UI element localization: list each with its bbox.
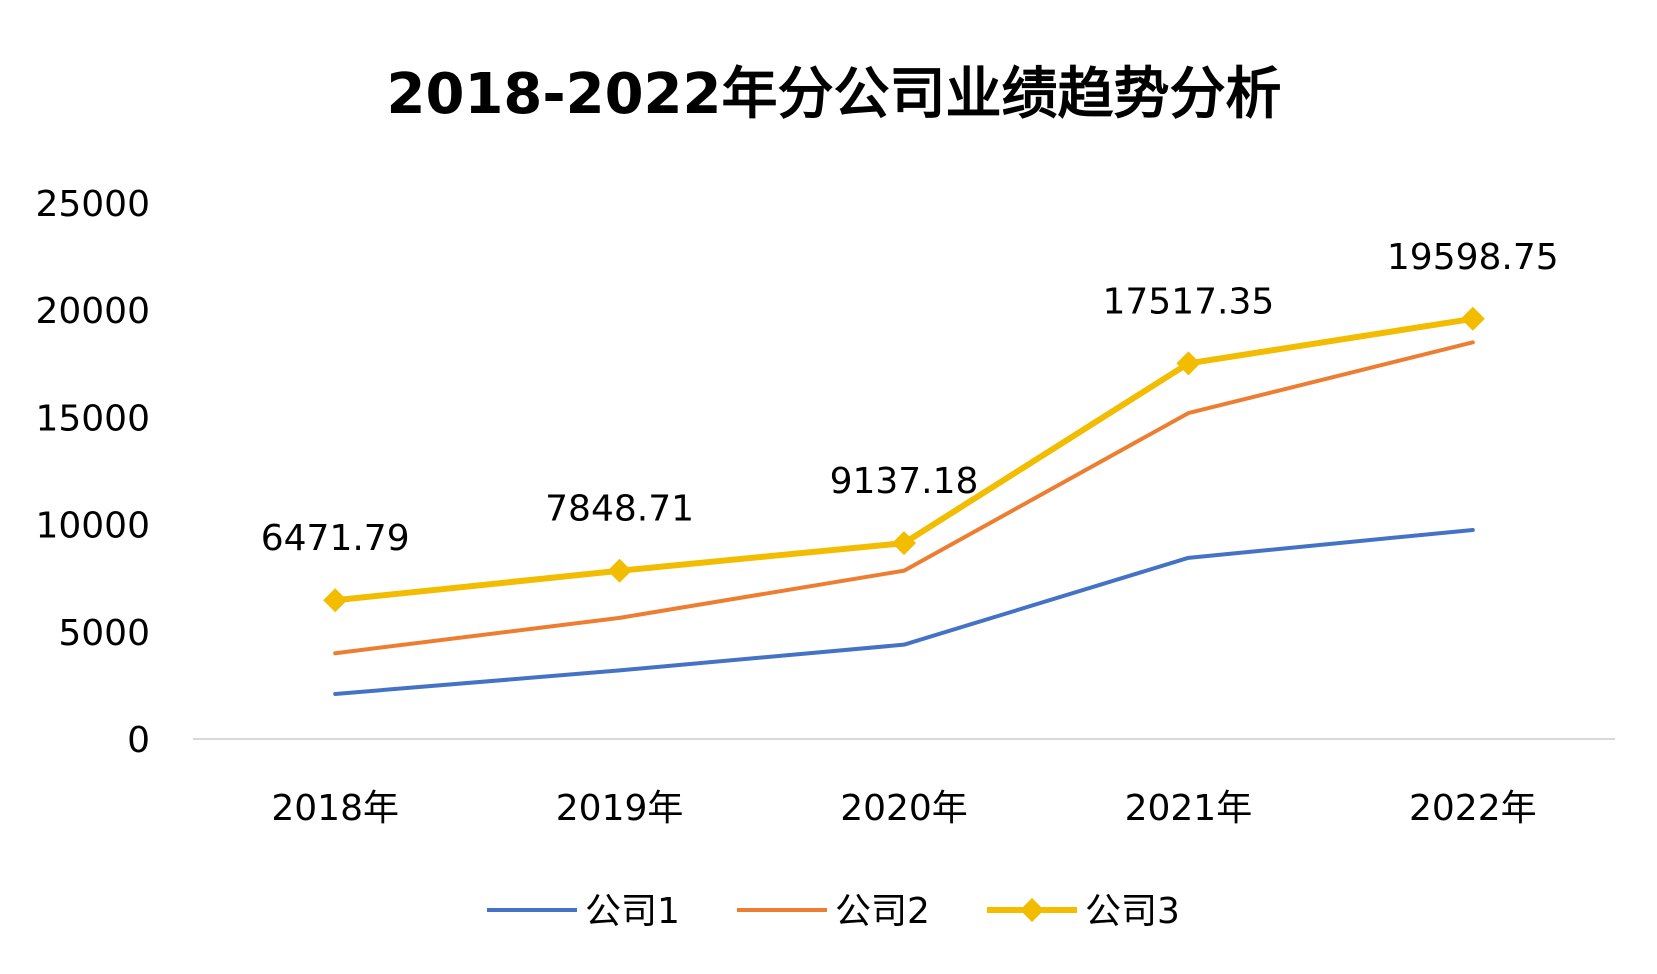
- y-tick-label: 0: [127, 720, 150, 761]
- data-label: 19598.75: [1387, 237, 1559, 278]
- data-label: 9137.18: [830, 461, 979, 502]
- series-line-2: [333, 340, 1475, 656]
- x-tick-label: 2019年: [556, 788, 684, 829]
- data-point-marker: [1176, 351, 1201, 376]
- data-point-marker: [607, 558, 632, 583]
- y-tick-label: 10000: [35, 506, 150, 547]
- series-line-3: [332, 315, 1476, 604]
- data-label: 6471.79: [261, 518, 410, 559]
- y-tick-label: 25000: [35, 184, 150, 225]
- x-tick-label: 2021年: [1125, 788, 1253, 829]
- data-label: 17517.35: [1103, 281, 1275, 322]
- x-tick-label: 2022年: [1409, 788, 1537, 829]
- legend-label-2: 公司2: [835, 891, 930, 932]
- chart-title: 2018-2022年分公司业绩趋势分析: [387, 62, 1282, 127]
- y-tick-label: 5000: [58, 613, 150, 654]
- y-tick-label: 20000: [35, 291, 150, 332]
- x-tick-label: 2020年: [840, 788, 968, 829]
- series-line-1: [333, 527, 1475, 696]
- legend-label-1: 公司1: [585, 891, 680, 932]
- data-label: 7848.71: [545, 489, 694, 530]
- data-point-marker: [892, 531, 916, 556]
- legend-label-3: 公司3: [1085, 891, 1180, 932]
- x-tick-label: 2018年: [271, 788, 399, 829]
- y-tick-label: 15000: [35, 398, 150, 439]
- data-point-marker: [1460, 306, 1485, 331]
- legend-marker-icon: [1020, 898, 1044, 922]
- data-point-marker: [323, 588, 348, 613]
